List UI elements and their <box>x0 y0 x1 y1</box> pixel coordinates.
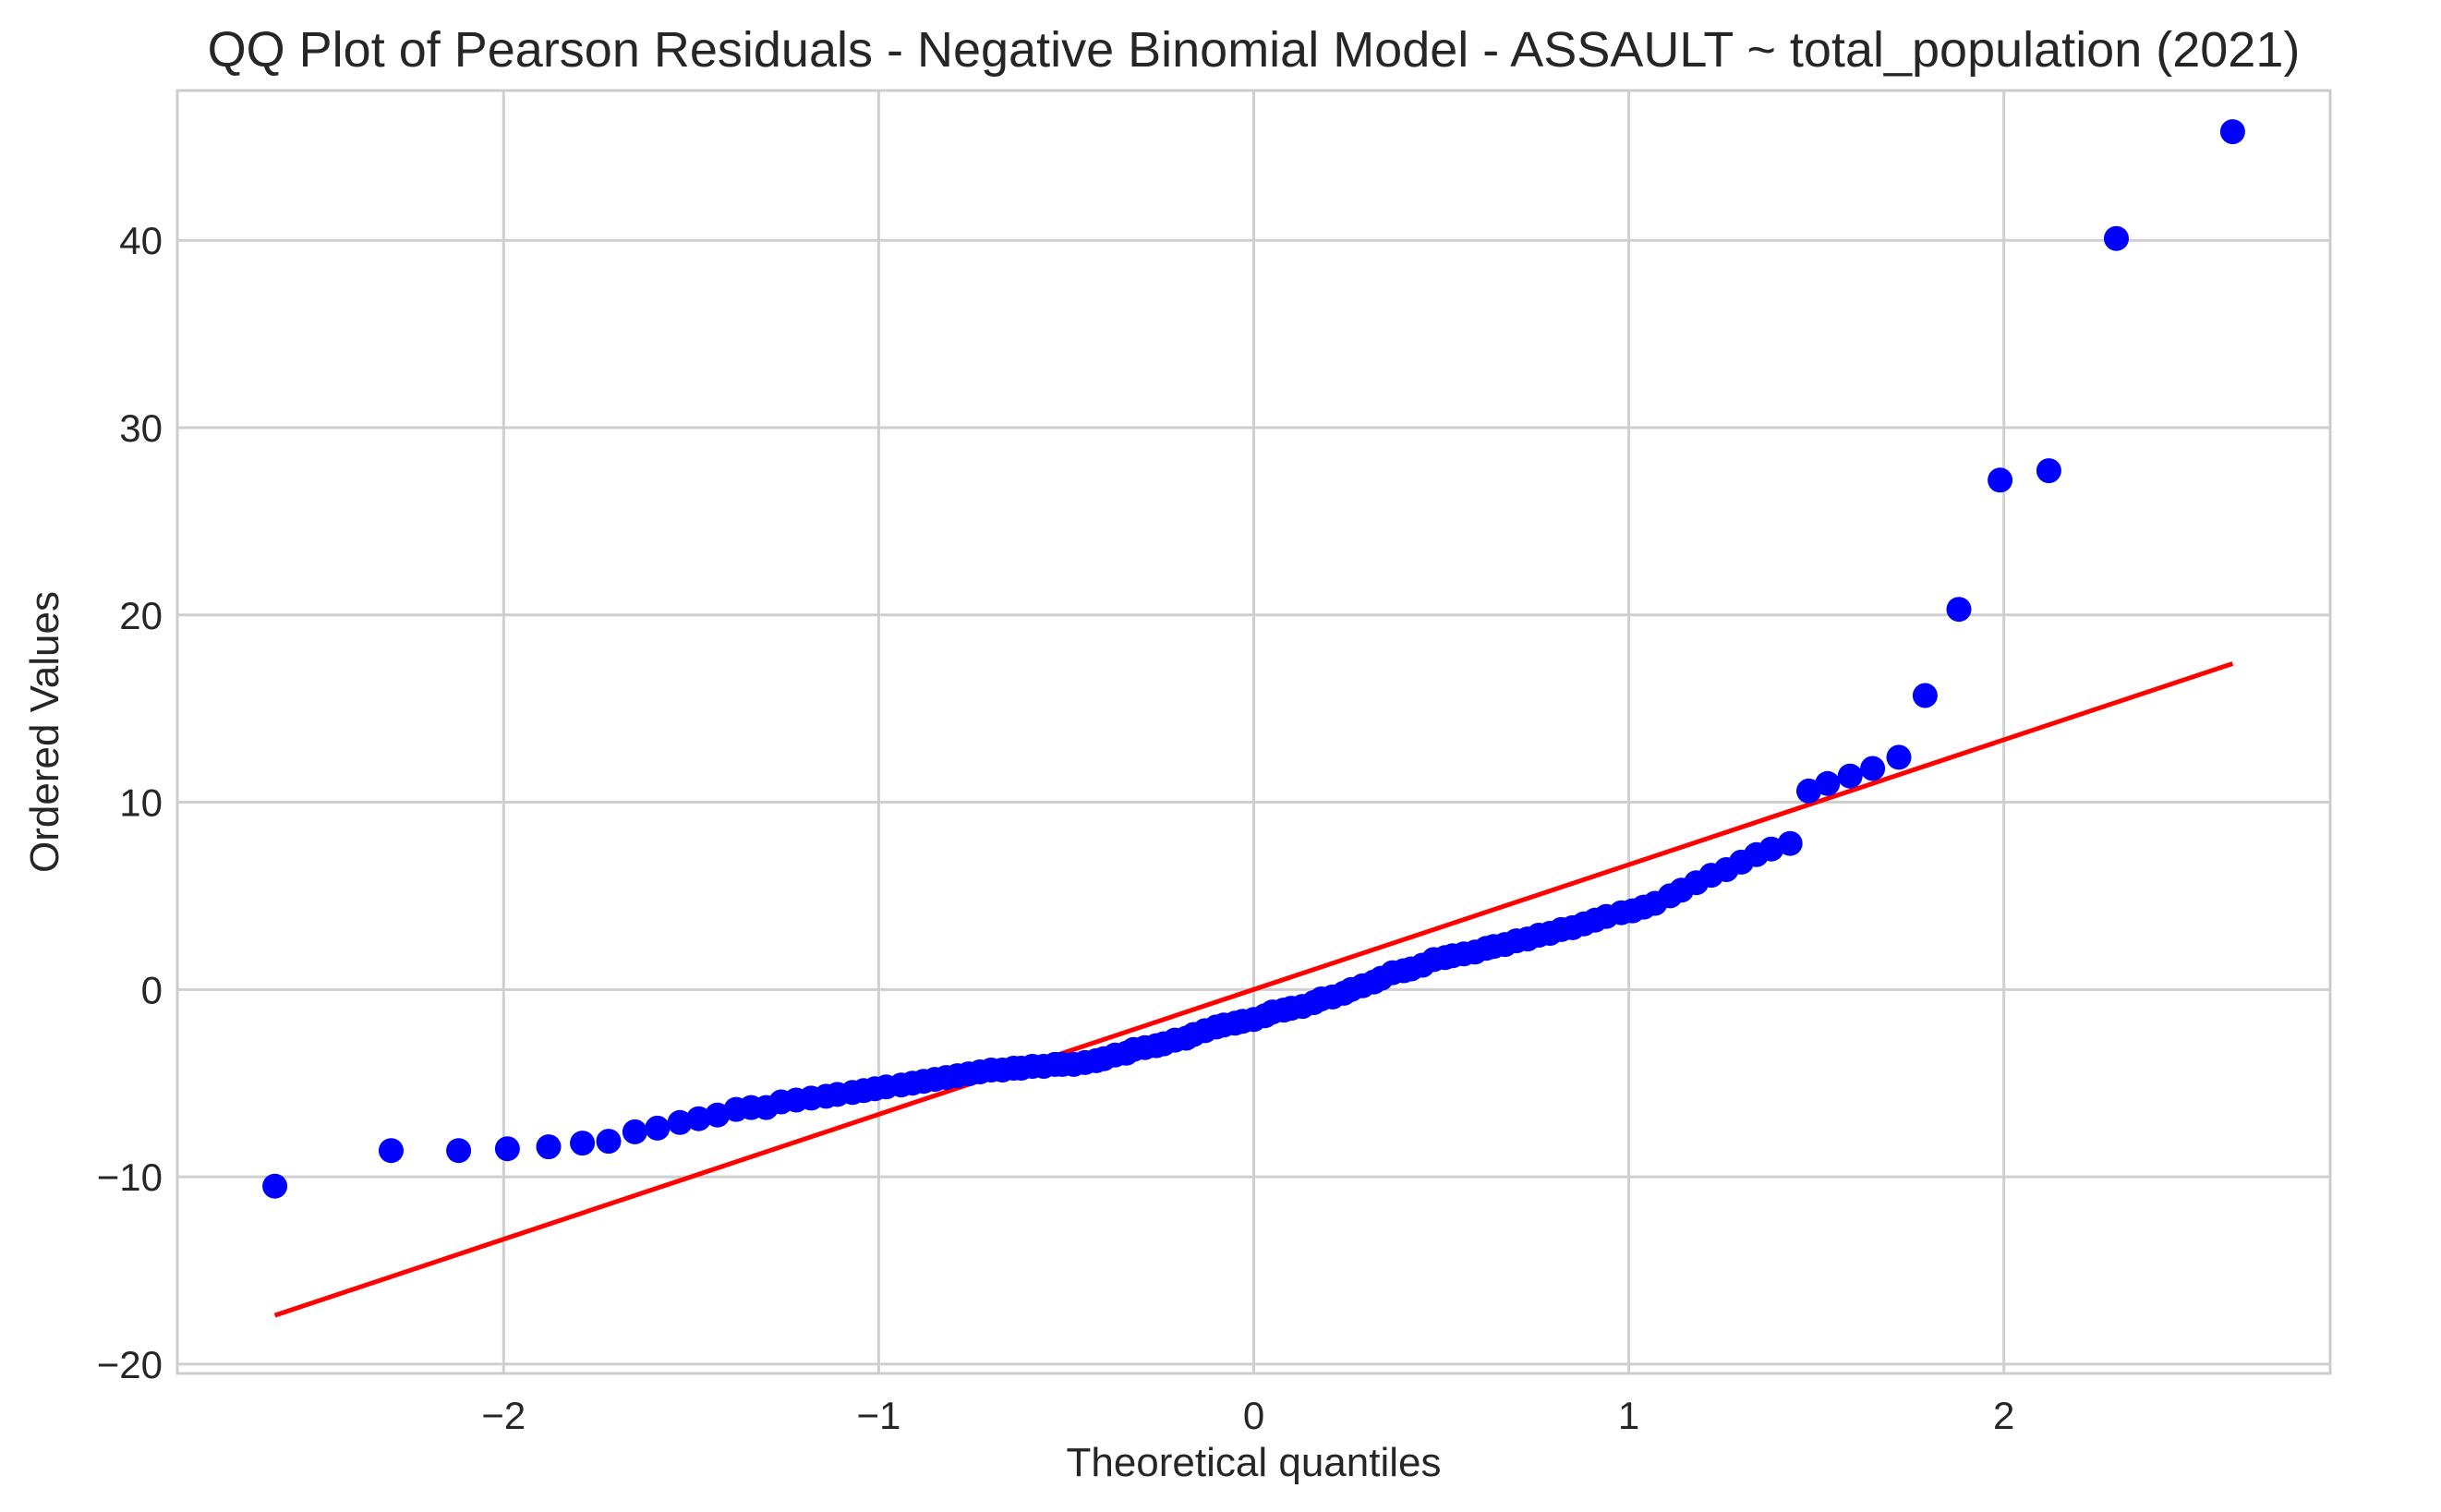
y-tick-labels: −20 −10 0 10 20 30 40 <box>97 219 163 1386</box>
data-point <box>379 1138 404 1164</box>
data-points-layer <box>262 119 2245 1199</box>
data-point <box>622 1119 647 1144</box>
fit-line-layer <box>273 661 2234 1318</box>
data-point <box>596 1129 622 1155</box>
y-tick-label: −10 <box>97 1155 163 1199</box>
data-point <box>645 1115 671 1141</box>
y-tick-label: 0 <box>141 968 163 1011</box>
data-point <box>686 1106 711 1131</box>
data-point <box>705 1102 731 1128</box>
data-point <box>446 1138 472 1164</box>
data-point <box>262 1173 288 1199</box>
data-point <box>1815 770 1841 796</box>
x-tick-label: −2 <box>481 1394 526 1437</box>
data-point <box>1912 683 1938 708</box>
chart-title: QQ Plot of Pearson Residuals - Negative … <box>208 22 2301 78</box>
x-tick-label: 0 <box>1243 1394 1264 1437</box>
x-axis-label: Theoretical quantiles <box>1066 1440 1441 1485</box>
y-tick-label: 30 <box>119 406 163 450</box>
data-point <box>1988 467 2013 493</box>
data-point <box>1758 836 1784 862</box>
data-point <box>1946 597 1972 623</box>
data-point <box>2036 458 2061 484</box>
data-point <box>494 1136 520 1162</box>
x-tick-label: −1 <box>856 1394 900 1437</box>
data-point <box>667 1109 693 1135</box>
axes-border <box>175 89 2332 1375</box>
data-point <box>2219 119 2245 145</box>
data-point <box>536 1134 562 1160</box>
y-axis-label: Ordered Values <box>22 591 67 873</box>
y-tick-label: 10 <box>119 781 163 825</box>
x-tick-labels: −2 −1 0 1 2 <box>481 1394 2014 1437</box>
y-tick-label: −20 <box>97 1343 163 1386</box>
x-tick-label: 1 <box>1618 1394 1639 1437</box>
x-tick-label: 2 <box>1993 1394 2014 1437</box>
data-point <box>1860 756 1886 781</box>
data-point <box>1796 778 1821 804</box>
plot-frame <box>175 89 2332 1375</box>
y-tick-label: 40 <box>119 219 163 262</box>
data-point <box>1777 830 1803 856</box>
y-tick-label: 20 <box>119 594 163 637</box>
data-point <box>1837 763 1863 789</box>
data-point <box>2104 225 2129 251</box>
fit-line <box>273 661 2234 1318</box>
data-point <box>570 1131 596 1156</box>
data-point <box>1886 744 1912 770</box>
